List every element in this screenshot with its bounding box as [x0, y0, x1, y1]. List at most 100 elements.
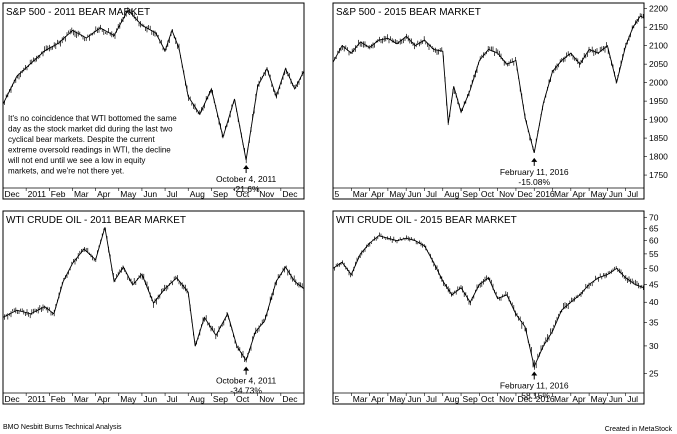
y-tick-label: 1800	[649, 152, 668, 162]
panel-note-line: cyclical bear markets. Despite the curre…	[8, 135, 156, 144]
x-tick-label: 2016	[536, 394, 555, 404]
annotation-change: -21.6%	[233, 184, 260, 194]
price-series-line	[332, 15, 645, 154]
x-tick-label: 5	[335, 189, 340, 199]
x-tick-label: Feb	[51, 189, 66, 199]
x-tick-label: Sep	[463, 394, 478, 404]
x-tick-label: May	[120, 394, 137, 404]
footer-credit: Created in MetaStock	[605, 426, 673, 433]
panel-title: WTI CRUDE OIL - 2011 BEAR MARKET	[6, 215, 186, 226]
price-bars	[2, 227, 305, 363]
x-tick-label: Apr	[97, 189, 110, 199]
x-tick-label: Mar	[554, 189, 569, 199]
x-tick-label: Jul	[167, 189, 178, 199]
x-tick-label: Sep	[213, 394, 228, 404]
x-tick-label: Mar	[353, 189, 368, 199]
y-tick-label: 2100	[649, 41, 668, 51]
panel-note-line: markets, and we're not there yet.	[8, 167, 124, 176]
y-tick-label: 65	[649, 224, 659, 234]
plot-frame	[2, 210, 305, 405]
footer-source: BMO Nesbitt Burns Technical Analysis	[3, 424, 122, 431]
x-tick-label: Oct	[236, 189, 250, 199]
x-tick-label: Apr	[371, 394, 384, 404]
x-tick-label: Oct	[481, 394, 495, 404]
x-tick-label: Apr	[572, 189, 585, 199]
annotation-arrow-head	[243, 366, 250, 371]
x-tick-label: Nov	[259, 189, 275, 199]
x-tick-label: Sep	[213, 189, 228, 199]
x-tick-label: Dec	[5, 189, 21, 199]
plot-frame	[332, 2, 645, 200]
x-tick-label: Feb	[51, 394, 66, 404]
y-tick-label: 2000	[649, 78, 668, 88]
panel-title: WTI CRUDE OIL - 2015 BEAR MARKET	[336, 215, 517, 226]
panel-note-line: extreme oversold readings in WTI, the de…	[8, 146, 171, 155]
annotation-arrow-head	[243, 165, 250, 170]
x-tick-label: Aug	[190, 189, 205, 199]
wti-2011-panel: Dec 2011 Feb Mar Apr May Jun Jul Aug Sep Oct Nov Dec…	[2, 210, 305, 405]
x-tick-label: May	[389, 189, 406, 199]
x-tick-label: Sep	[463, 189, 478, 199]
x-tick-label: Dec	[5, 394, 21, 404]
annotation-change: -15.08%	[518, 177, 550, 187]
x-tick-label: Nov	[499, 189, 515, 199]
plot-frame	[332, 210, 645, 405]
y-tick-label: 45	[649, 279, 659, 289]
sp500-2015-panel: 5 Mar Apr May Jun Jul Aug Sep Oct Nov Dec 2016 Mar Ap…	[332, 2, 668, 200]
annotation-date: October 4, 2011	[216, 174, 277, 184]
sp500-2011-panel: Dec 2011 Feb Mar Apr May Jun Jul Aug Sep Oct Nov Dec…	[2, 2, 305, 200]
price-bars	[332, 13, 644, 152]
y-tick-label: 2150	[649, 22, 668, 32]
annotation-date: February 11, 2016	[500, 167, 569, 177]
y-tick-label: 1900	[649, 115, 668, 125]
x-tick-label: May	[591, 189, 608, 199]
annotation-change: -34.73%	[230, 386, 262, 396]
x-tick-label: Oct	[481, 189, 495, 199]
y-tick-label: 60	[649, 236, 659, 246]
annotation-date: February 11, 2016	[500, 380, 569, 390]
price-series-line	[332, 235, 645, 368]
x-tick-label: Jun	[408, 189, 422, 199]
x-tick-label: Apr	[97, 394, 110, 404]
x-tick-label: Aug	[190, 394, 205, 404]
x-tick-label: 2011	[28, 189, 47, 199]
x-tick-label: Jul	[426, 394, 437, 404]
y-tick-label: 35	[649, 318, 659, 328]
y-tick-label: 25	[649, 369, 659, 379]
x-tick-label: Jun	[143, 394, 157, 404]
panel-note-line: will not end until we see a low in equit…	[7, 156, 145, 165]
annotation-date: October 4, 2011	[216, 376, 277, 386]
x-tick-label: Mar	[353, 394, 368, 404]
x-tick-label: Jun	[609, 394, 623, 404]
y-tick-label: 1750	[649, 170, 668, 180]
wti-2015-panel: 5 Mar Apr May Jun Jul Aug Sep Oct Nov Dec 2016 Mar Ap…	[332, 210, 659, 405]
x-tick-label: May	[389, 394, 406, 404]
x-tick-label: 2016	[536, 189, 555, 199]
y-tick-label: 2200	[649, 4, 668, 14]
x-tick-label: Mar	[554, 394, 569, 404]
x-tick-label: Jul	[627, 189, 638, 199]
y-tick-label: 1850	[649, 133, 668, 143]
price-bars	[2, 7, 305, 164]
x-tick-label: Apr	[371, 189, 384, 199]
x-tick-label: Aug	[444, 394, 459, 404]
x-tick-label: Jun	[408, 394, 422, 404]
price-series-line	[2, 227, 305, 362]
x-tick-label: Mar	[74, 189, 89, 199]
annotation-arrow-head	[531, 371, 538, 376]
x-tick-label: Jul	[627, 394, 638, 404]
x-tick-label: 5	[335, 394, 340, 404]
y-tick-label: 55	[649, 249, 659, 259]
x-tick-label: Dec	[517, 394, 533, 404]
x-tick-label: Aug	[444, 189, 459, 199]
price-bars	[332, 232, 644, 370]
annotation-change: -58.15%	[518, 390, 550, 400]
x-tick-label: Mar	[74, 394, 89, 404]
x-tick-label: Dec	[517, 189, 533, 199]
x-tick-label: May	[120, 189, 137, 199]
x-tick-label: Jul	[426, 189, 437, 199]
annotation-arrow-head	[531, 157, 538, 162]
y-tick-label: 1950	[649, 96, 668, 106]
x-tick-label: Dec	[282, 394, 298, 404]
